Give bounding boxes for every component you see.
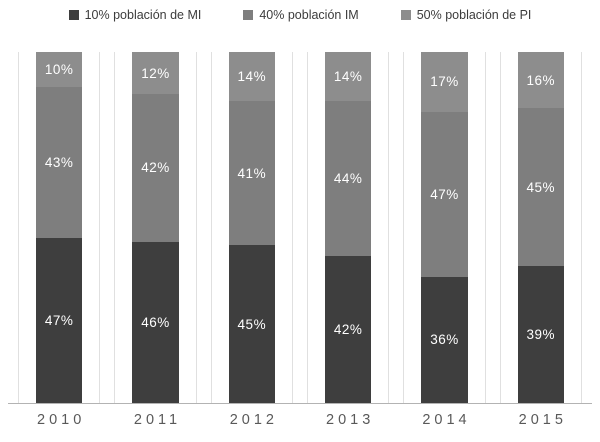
bar-value-label: 36% <box>430 332 459 348</box>
bar-segment: 14% <box>324 52 372 102</box>
bar-value-label: 16% <box>526 72 556 88</box>
category-cell-2014: 36% 47% 17% <box>403 52 486 403</box>
bar-segment: 45% <box>228 245 276 403</box>
stacked-bar-2014: 36% 47% 17% <box>421 52 468 403</box>
x-tick-label-2015: 2015 <box>518 412 567 428</box>
bar-value-label: 39% <box>526 327 556 343</box>
x-axis-labels: 2010 2011 2012 2013 2014 2015 <box>8 412 592 428</box>
bar-value-label: 46% <box>141 314 170 330</box>
x-tick-label-2013: 2013 <box>326 412 375 428</box>
x-tick-label-2012: 2012 <box>229 412 278 428</box>
legend-label: 10% población de MI <box>84 8 202 22</box>
bar-segment: 39% <box>517 266 565 403</box>
bar-value-label: 17% <box>430 74 459 90</box>
bar-segment: 10% <box>35 52 83 88</box>
bar-value-label: 47% <box>44 313 74 329</box>
bar-segment: 47% <box>35 238 83 403</box>
stacked-bar-2012: 45% 41% 14% <box>228 52 276 403</box>
bar-segment: 46% <box>132 241 179 403</box>
legend-label: 50% población de PI <box>416 8 532 22</box>
bar-segment: 47% <box>421 111 468 277</box>
bar-segment: 14% <box>228 52 276 102</box>
x-tick-label-2011: 2011 <box>133 412 182 428</box>
chart-legend: 10% población de MI 40% población IM 50% p… <box>0 8 600 22</box>
bar-value-label: 45% <box>237 316 267 332</box>
legend-swatch-icon <box>68 10 79 20</box>
x-tick-label-2014: 2014 <box>422 412 471 428</box>
bar-segment: 43% <box>35 87 83 239</box>
bar-segment: 45% <box>517 108 565 267</box>
legend-swatch-icon <box>400 10 411 20</box>
legend-item-2: 50% población de PI <box>400 8 532 22</box>
category-cell-2011: 46% 42% 12% <box>114 52 197 403</box>
legend-label: 40% población IM <box>259 8 359 22</box>
bar-segment: 17% <box>421 52 468 112</box>
legend-swatch-icon <box>243 10 254 20</box>
bar-value-label: 41% <box>237 165 267 181</box>
bar-value-label: 10% <box>44 62 74 78</box>
bar-value-label: 47% <box>430 186 459 202</box>
bar-segment: 36% <box>421 276 468 403</box>
bar-value-label: 45% <box>526 179 556 195</box>
category-cell-2015: 39% 45% 16% <box>499 52 582 403</box>
legend-item-1: 40% población IM <box>243 8 359 22</box>
bar-segment: 42% <box>324 255 372 403</box>
category-cell-2010: 47% 43% 10% <box>18 52 101 403</box>
bar-value-label: 42% <box>141 160 170 176</box>
plot-area: 47% 43% 10% 46% 42% 12% 45% 41% 14% 42% 44% 14% 36% 4… <box>8 52 592 404</box>
bar-segment: 16% <box>517 52 565 109</box>
category-cell-2013: 42% 44% 14% <box>306 52 390 403</box>
stacked-bar-2010: 47% 43% 10% <box>35 52 83 403</box>
legend-item-0: 10% población de MI <box>68 8 202 22</box>
bar-segment: 12% <box>132 52 179 95</box>
stacked-bar-2013: 42% 44% 14% <box>324 52 372 403</box>
bar-value-label: 42% <box>333 321 363 337</box>
bar-value-label: 12% <box>141 65 170 81</box>
category-cell-2012: 45% 41% 14% <box>210 52 293 403</box>
x-tick-label-2010: 2010 <box>37 412 86 428</box>
bar-value-label: 43% <box>44 155 74 171</box>
stacked-bar-2015: 39% 45% 16% <box>517 52 565 403</box>
bar-value-label: 14% <box>237 69 267 85</box>
bar-segment: 44% <box>324 101 372 256</box>
stacked-bar-2011: 46% 42% 12% <box>132 52 179 403</box>
bar-segment: 41% <box>228 101 276 246</box>
bar-segment: 42% <box>132 94 179 242</box>
bar-value-label: 44% <box>333 170 363 186</box>
bar-value-label: 14% <box>333 69 363 85</box>
